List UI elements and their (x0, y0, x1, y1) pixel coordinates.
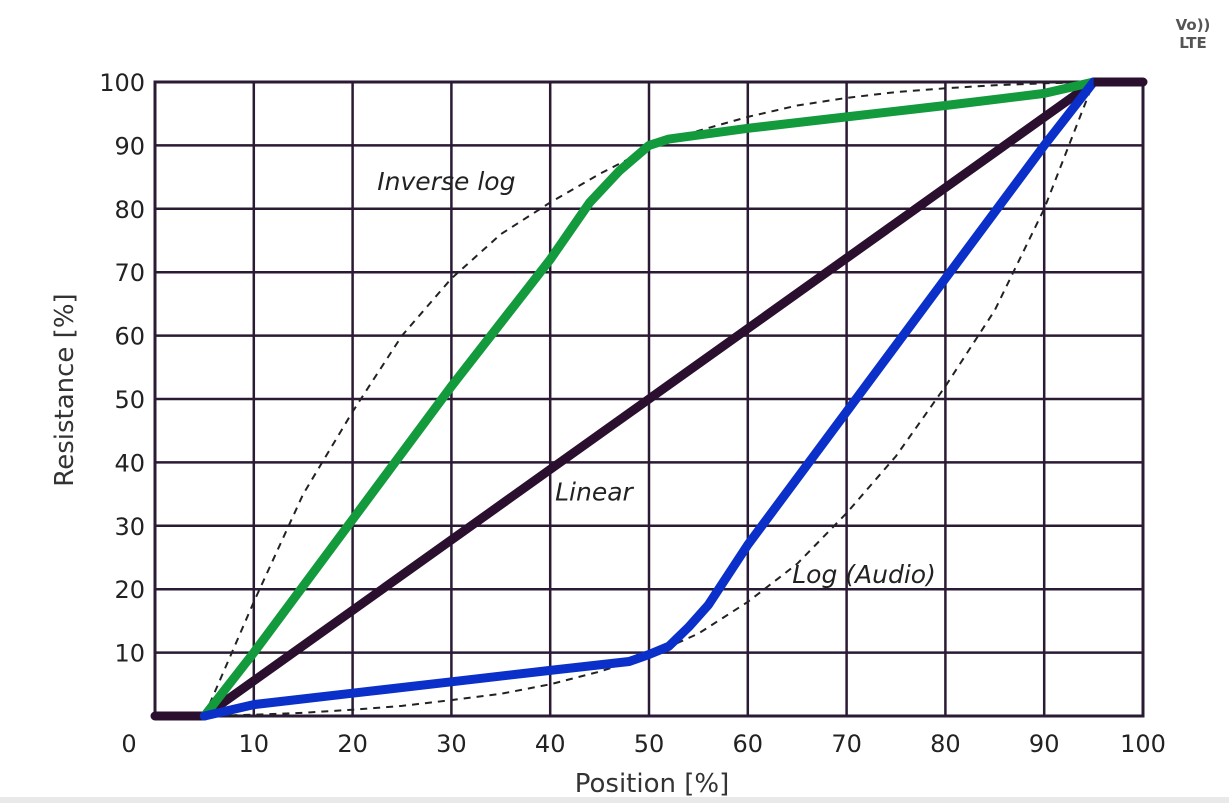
y-tick-label: 60 (114, 323, 145, 351)
y-tick-label: 80 (114, 196, 145, 224)
series-lines (150, 77, 1148, 721)
y-tick-label: 90 (114, 132, 145, 160)
x-tick-label: 100 (1120, 730, 1166, 758)
x-tick-label: 30 (436, 730, 467, 758)
y-tick-label: 100 (99, 69, 145, 97)
tick-labels: 0 10 20 30 40 50 60 70 80 90 100 10 20 30 40 50 60 70 80 90… (99, 69, 1166, 758)
lte-label: LTE (1179, 34, 1207, 52)
y-tick-label: 30 (114, 513, 145, 541)
x-tick-label: 90 (1029, 730, 1060, 758)
bottom-strip (0, 797, 1229, 803)
x-tick-label: 40 (535, 730, 566, 758)
x-tick-label: 0 (121, 730, 136, 758)
curve-annotation: Linear (555, 477, 634, 506)
log-reference-line (204, 81, 1095, 717)
x-axis-label: Position [%] (575, 769, 730, 799)
x-tick-label: 10 (239, 730, 270, 758)
curve-annotations: Inverse log Linear Log (Audio) (377, 167, 936, 589)
log-audio-line (199, 77, 1099, 721)
volte-status-indicator: Vo)) LTE (1168, 16, 1218, 52)
x-tick-label: 60 (733, 730, 764, 758)
curve-annotation: Inverse log (377, 167, 515, 196)
y-tick-label: 50 (114, 386, 145, 414)
y-axis-label: Resistance [%] (50, 293, 80, 486)
curve-annotation: Log (Audio) (792, 560, 936, 589)
x-tick-label: 80 (930, 730, 961, 758)
grid (153, 80, 1145, 718)
inverse-log-line (199, 77, 1099, 721)
y-tick-label: 10 (114, 640, 145, 668)
x-tick-label: 20 (337, 730, 368, 758)
x-tick-label: 70 (831, 730, 862, 758)
y-tick-label: 40 (114, 449, 145, 477)
x-tick-label: 50 (634, 730, 665, 758)
volte-label: Vo)) (1175, 16, 1211, 34)
y-tick-label: 70 (114, 259, 145, 287)
y-tick-label: 20 (114, 576, 145, 604)
